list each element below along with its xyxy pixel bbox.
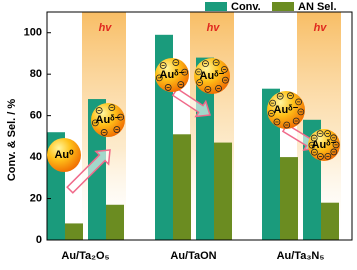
annotation: hv	[99, 22, 113, 34]
charge	[100, 129, 108, 136]
particle-label: Auᵟ⁻	[274, 104, 299, 116]
x-tick-label: Au/TaON	[170, 250, 216, 262]
y-axis-label: Conv. & Sel. / %	[6, 99, 18, 182]
arrow	[171, 87, 211, 118]
particle-label: Auᵟ⁻	[96, 114, 121, 126]
charge	[91, 119, 99, 127]
charge	[283, 121, 291, 129]
charge	[330, 148, 338, 156]
plot-frame	[46, 11, 353, 241]
y-tick-label: 60	[30, 110, 42, 122]
y-tick-label: 40	[30, 151, 42, 163]
charge	[95, 107, 103, 114]
charge	[324, 130, 331, 137]
charge	[332, 141, 340, 149]
charge	[292, 117, 300, 125]
charge	[316, 130, 324, 138]
y-tick-label: 0	[36, 234, 42, 246]
bar	[280, 157, 298, 240]
charge	[330, 134, 338, 142]
charge	[113, 126, 121, 133]
bar	[65, 223, 83, 240]
charge	[196, 79, 204, 86]
legend-swatch	[205, 2, 227, 11]
particle-label: Auᵟ⁻	[160, 69, 185, 81]
particle	[155, 58, 189, 92]
charge	[117, 113, 125, 121]
charge	[310, 148, 318, 156]
charge	[164, 84, 172, 91]
charge	[308, 141, 316, 149]
particle	[308, 129, 340, 161]
bar	[173, 134, 191, 240]
charge	[310, 134, 318, 142]
charge	[181, 68, 189, 76]
y-tick-label: 80	[30, 68, 42, 80]
particle	[91, 103, 125, 137]
particle-label: Auᵟ⁻	[200, 70, 225, 82]
charge	[221, 76, 229, 84]
legend-label: Conv.	[231, 1, 261, 13]
particle-label: Au⁰	[54, 149, 74, 161]
y-tick-label: 20	[30, 192, 42, 204]
charge	[324, 152, 332, 160]
y-tick-label: 100	[24, 27, 42, 39]
legend-label: AN Sel.	[298, 1, 337, 13]
annotation: hv	[207, 22, 221, 34]
arrow	[66, 149, 111, 194]
charge	[155, 74, 163, 82]
charge	[195, 68, 203, 76]
charge	[172, 59, 180, 66]
charge	[276, 92, 284, 100]
particle-label: Auᵟ⁻	[312, 139, 337, 151]
charge	[220, 66, 228, 73]
annotation: hv	[314, 22, 328, 34]
charge	[287, 92, 294, 100]
charge	[108, 104, 116, 111]
charge	[202, 60, 209, 68]
charge	[269, 99, 277, 107]
particle	[47, 138, 81, 172]
bar	[106, 204, 124, 240]
bar	[321, 202, 339, 240]
charge	[273, 118, 281, 126]
charge	[204, 85, 212, 93]
x-tick-label: Au/Ta₃N₅	[277, 250, 325, 262]
x-tick-label: Au/Ta₂O₅	[61, 250, 109, 262]
charge	[297, 108, 305, 116]
charge	[177, 81, 185, 88]
charge	[267, 109, 275, 117]
charge	[159, 62, 167, 69]
bar	[214, 142, 232, 240]
charge	[215, 84, 222, 92]
bar	[262, 88, 280, 240]
charge	[212, 59, 220, 67]
charge	[295, 98, 303, 106]
legend-swatch	[272, 2, 294, 11]
particle	[194, 58, 230, 94]
charge	[317, 153, 324, 160]
